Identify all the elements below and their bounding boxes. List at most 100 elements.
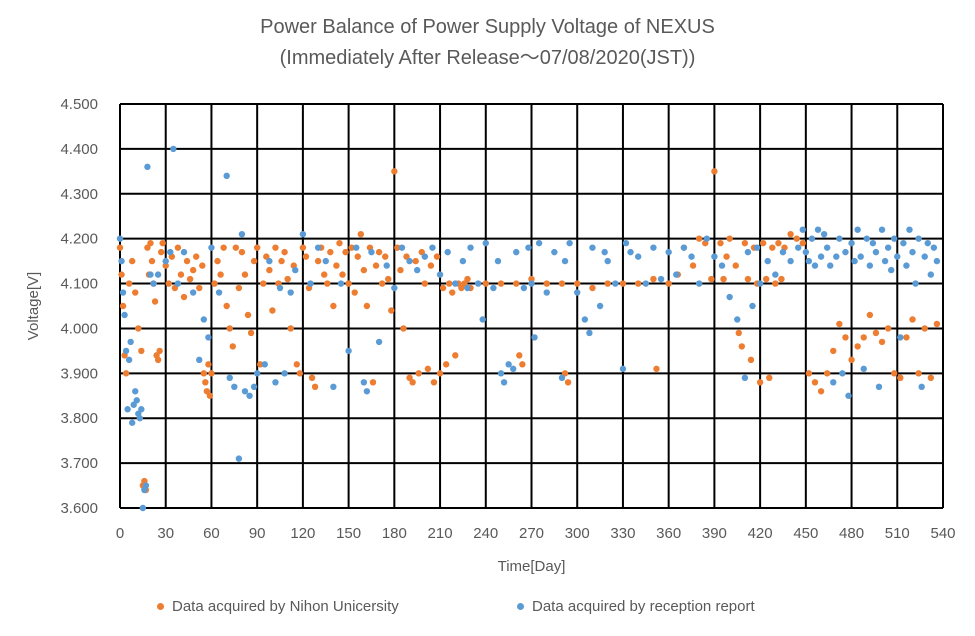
data-point-series-1 [202, 379, 209, 386]
data-point-series-2 [887, 266, 895, 274]
data-point-series-2 [421, 253, 429, 260]
data-point-series-2 [657, 275, 665, 283]
y-tick-label: 3.600 [60, 500, 98, 517]
data-point-series-2 [246, 392, 253, 399]
legend-marker-reception [517, 602, 524, 610]
data-point-series-2 [500, 379, 508, 386]
x-tick-label: 450 [793, 525, 818, 542]
data-point-series-1 [162, 262, 169, 269]
data-point-series-2 [531, 334, 538, 341]
data-point-series-1 [482, 280, 489, 287]
data-point-series-1 [354, 253, 361, 260]
data-point-series-1 [720, 275, 727, 283]
data-point-series-1 [778, 275, 785, 283]
data-point-series-1 [759, 239, 767, 247]
data-point-series-2 [215, 289, 223, 296]
data-point-series-1 [634, 280, 642, 287]
data-point-series-2 [933, 257, 941, 265]
data-point-series-2 [839, 370, 846, 377]
data-point-series-1 [269, 307, 276, 314]
data-point-series-2 [223, 172, 230, 180]
data-point-series-1 [151, 298, 159, 305]
data-point-series-1 [324, 280, 331, 287]
data-point-series-1 [884, 325, 892, 332]
data-point-series-2 [906, 226, 913, 233]
data-point-series-2 [375, 338, 383, 346]
data-point-series-2 [581, 316, 589, 323]
data-point-series-2 [482, 239, 489, 247]
data-point-series-2 [528, 280, 535, 287]
data-point-series-1 [756, 379, 764, 386]
data-point-series-1 [171, 284, 179, 292]
data-point-series-1 [452, 352, 459, 359]
data-point-series-2 [272, 379, 279, 386]
data-point-series-1 [385, 275, 392, 283]
data-point-series-1 [848, 356, 855, 364]
data-point-series-2 [749, 302, 756, 310]
data-point-series-2 [830, 379, 837, 386]
data-point-series-2 [459, 257, 467, 265]
data-point-series-2 [799, 226, 806, 233]
data-point-series-1 [878, 338, 886, 346]
data-point-series-1 [138, 347, 145, 355]
data-point-series-2 [307, 280, 314, 287]
data-point-series-1 [436, 370, 444, 377]
data-point-series-1 [372, 262, 380, 269]
data-point-series-2 [497, 370, 505, 377]
data-point-series-1 [229, 343, 236, 350]
data-point-series-2 [543, 289, 550, 296]
data-point-series-2 [833, 253, 840, 260]
data-point-series-1 [433, 253, 441, 260]
data-point-series-1 [241, 271, 249, 278]
data-point-series-1 [378, 280, 386, 287]
chart-subtitle: (Immediately After Release～07/08/2020(JS… [279, 47, 696, 69]
data-point-series-2 [180, 248, 188, 256]
data-point-series-1 [284, 275, 291, 283]
data-point-series-2 [912, 280, 919, 287]
data-point-series-1 [775, 239, 782, 247]
data-point-series-2 [875, 383, 883, 390]
data-point-series-1 [464, 275, 471, 283]
data-point-series-1 [799, 239, 806, 247]
data-point-series-1 [403, 253, 410, 260]
data-point-series-1 [333, 262, 340, 269]
data-point-series-1 [397, 266, 404, 274]
data-point-series-2 [897, 334, 904, 341]
data-point-series-1 [208, 370, 215, 377]
data-point-series-2 [688, 253, 695, 260]
data-point-series-2 [561, 257, 569, 265]
data-point-series-2 [612, 280, 619, 287]
data-point-series-1 [250, 257, 258, 265]
data-point-series-2 [872, 248, 880, 256]
data-point-series-1 [189, 266, 197, 274]
x-tick-label: 30 [157, 525, 174, 542]
data-point-series-1 [238, 248, 246, 256]
y-tick-label: 3.900 [60, 365, 98, 382]
data-point-series-1 [200, 370, 208, 377]
data-point-series-2 [924, 239, 931, 247]
legend-item-reception: Data acquired by reception report [517, 598, 755, 615]
data-point-series-1 [400, 325, 407, 332]
data-point-series-1 [214, 257, 221, 265]
data-point-series-1 [766, 374, 773, 382]
data-point-series-2 [817, 253, 825, 260]
data-point-series-2 [464, 284, 471, 292]
data-point-series-1 [132, 289, 139, 296]
chart-title-block: Power Balance of Power Supply Voltage of… [0, 12, 975, 74]
data-point-series-1 [528, 275, 535, 283]
data-point-series-2 [231, 383, 238, 390]
data-point-series-1 [842, 334, 849, 341]
data-point-series-1 [891, 370, 898, 377]
data-point-series-2 [869, 239, 877, 247]
data-point-series-1 [299, 244, 307, 251]
data-point-series-1 [327, 248, 334, 256]
data-point-series-1 [409, 379, 416, 386]
data-point-series-2 [627, 248, 634, 256]
data-point-series-2 [337, 280, 345, 287]
data-point-series-1 [205, 361, 212, 368]
data-point-series-2 [154, 271, 162, 278]
data-point-series-2 [116, 235, 124, 242]
data-point-series-1 [375, 248, 383, 256]
data-point-series-2 [808, 235, 816, 242]
data-point-series-1 [217, 271, 224, 278]
